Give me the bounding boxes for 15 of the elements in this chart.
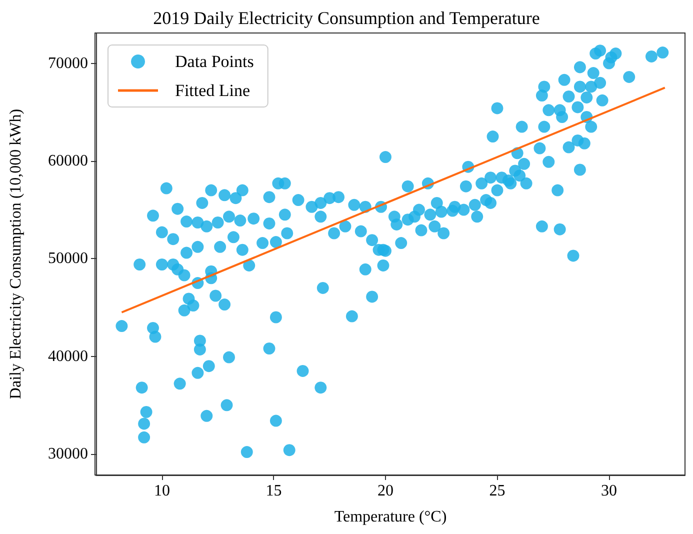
x-tick-label: 20 (377, 482, 394, 500)
x-tick-label: 10 (154, 482, 170, 500)
chart-title: 2019 Daily Electricity Consumption and Temperature (153, 8, 540, 28)
y-tick-label: 30000 (48, 446, 88, 462)
y-tick-label: 50000 (48, 250, 88, 268)
y-tick-label: 70000 (48, 54, 88, 72)
y-tick-label: 60000 (48, 152, 88, 170)
legend-label: Data Points (175, 52, 254, 71)
y-axis-title: Daily Electricity Consumption (10,000 kWh) (8, 108, 24, 400)
x-tick-label: 30 (601, 482, 617, 500)
x-tick-label: 25 (489, 482, 506, 500)
legend-label: Fitted Line (175, 81, 250, 100)
x-tick-label: 15 (266, 482, 282, 500)
x-axis-title: Temperature (°C) (334, 508, 447, 526)
y-tick-label: 40000 (48, 348, 88, 365)
